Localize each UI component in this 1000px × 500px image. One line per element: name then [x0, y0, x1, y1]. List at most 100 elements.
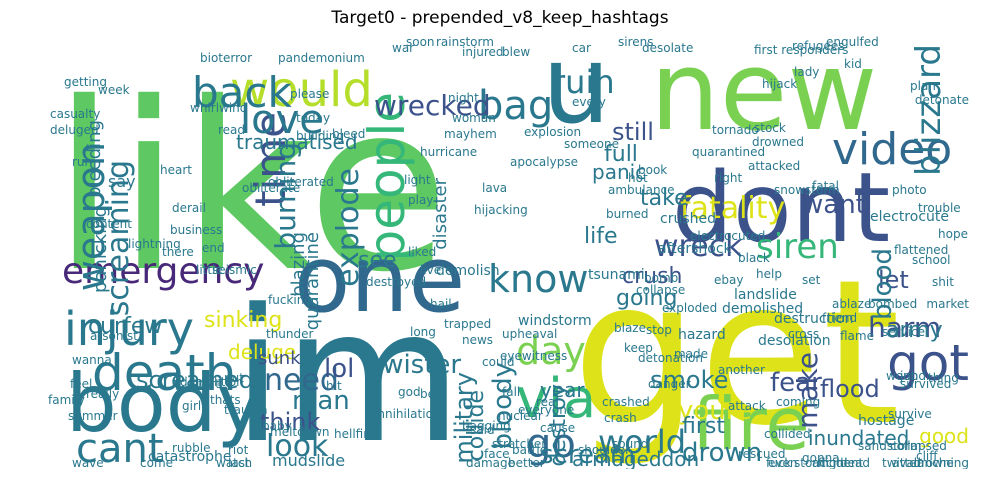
cloud-word: attack	[728, 399, 766, 413]
cloud-word: good	[919, 424, 969, 448]
cloud-word: even	[768, 456, 798, 469]
cloud-word: wreck	[654, 229, 743, 264]
cloud-word: kid	[844, 57, 862, 71]
cloud-word: hit	[326, 379, 342, 393]
cloud-word: twister	[372, 350, 462, 380]
cloud-word: wanna	[72, 353, 112, 367]
cloud-word: put	[224, 371, 244, 385]
word-cloud: like get im new dont one u body fire would back eme…	[32, 32, 969, 469]
cloud-word: get	[572, 237, 901, 469]
cloud-word: avalanche	[892, 456, 954, 469]
cloud-word: girl	[182, 399, 202, 413]
cloud-word: hazard	[678, 327, 726, 343]
cloud-word: blaze	[614, 321, 646, 335]
cloud-word: survived	[900, 377, 952, 391]
cloud-word: catastrophe	[148, 449, 232, 465]
cloud-word: thing	[928, 371, 959, 385]
cloud-word: summer	[68, 409, 118, 423]
cloud-word: help	[756, 267, 782, 281]
cloud-word: dead	[840, 456, 870, 469]
cloud-word: end	[202, 241, 225, 255]
cloud-word: every	[572, 95, 606, 109]
cloud-word: electrocuted	[690, 229, 766, 243]
cloud-word: riot	[228, 443, 249, 457]
cloud-word: night	[448, 91, 479, 105]
cloud-word: pandemonium	[278, 51, 365, 65]
cloud-word: rescued	[738, 447, 786, 461]
cloud-word: there	[162, 245, 194, 259]
cloud-word: army	[886, 318, 943, 343]
cloud-word: upheaval	[502, 327, 558, 341]
cloud-word: crashed	[602, 395, 650, 409]
cloud-word: better	[508, 456, 545, 469]
cloud-word: stock	[754, 121, 786, 135]
cloud-word: obliterated	[268, 175, 334, 189]
cloud-word: go	[526, 421, 576, 467]
cloud-word: disaster	[430, 178, 451, 250]
cloud-word: lol	[324, 354, 355, 384]
cloud-word: gonna	[802, 451, 840, 465]
cloud-word: collapsed	[890, 439, 947, 453]
cloud-word: shoulder	[578, 443, 631, 457]
cloud-word: hail	[430, 297, 452, 311]
cloud-word: cross	[788, 327, 820, 341]
cloud-word: heart	[160, 163, 192, 177]
cloud-word: day	[516, 329, 586, 373]
cloud-word: flame	[840, 329, 874, 343]
cloud-word: love	[240, 97, 324, 143]
cloud-word: deluged	[50, 123, 99, 137]
cloud-word: going	[616, 286, 678, 311]
cloud-word: casualty	[50, 107, 101, 121]
cloud-word: crushed	[660, 211, 716, 227]
cloud-word: come	[140, 456, 174, 469]
cloud-word: could	[482, 355, 515, 369]
cloud-word: everyone	[518, 403, 575, 417]
cloud-word: engulfed	[826, 35, 879, 49]
cloud-word: derail	[172, 201, 206, 215]
cloud-word: cant	[76, 426, 164, 469]
cloud-word: take	[640, 186, 688, 211]
cloud-word: quarantined	[692, 145, 766, 159]
cloud-word: best	[420, 387, 446, 401]
cloud-word: play	[408, 193, 434, 207]
cloud-word: fear	[770, 368, 822, 398]
cloud-word: trouble	[918, 201, 961, 215]
cloud-word: god	[398, 385, 421, 399]
cloud-word: landslide	[734, 287, 797, 303]
cloud-word: say	[108, 172, 136, 191]
cloud-word: fire	[692, 382, 810, 466]
cloud-word: accident	[812, 456, 864, 469]
cloud-word: think	[260, 408, 321, 436]
cloud-word: traumatised	[236, 130, 358, 154]
cloud-word: bioterror	[200, 51, 253, 65]
cloud-word: hope	[938, 227, 968, 241]
cloud-word: made	[674, 347, 709, 361]
cloud-word: trapped	[444, 317, 492, 331]
cloud-word: blew	[502, 45, 531, 59]
cloud-word: cause	[540, 421, 576, 435]
cloud-word: baby	[262, 419, 292, 433]
cloud-word: watch	[216, 456, 253, 469]
cloud-word: one	[294, 226, 466, 333]
cloud-word: rubble	[172, 441, 211, 455]
cloud-word: read	[218, 123, 246, 137]
cloud-word: liked	[408, 245, 437, 259]
cloud-word: stop	[646, 323, 672, 337]
cloud-word: new	[650, 32, 878, 155]
cloud-word: wave	[72, 456, 104, 469]
cloud-word: little	[196, 263, 223, 277]
cloud-word: collided	[764, 427, 811, 441]
cloud-word: coming	[776, 395, 821, 409]
cloud-word: detonation	[638, 351, 703, 365]
cloud-word: twitter	[882, 456, 922, 469]
cloud-word: refugees	[792, 39, 845, 53]
cloud-word: live	[420, 263, 442, 277]
cloud-word: drowning	[913, 456, 969, 469]
cloud-word: armageddon	[572, 447, 700, 469]
cloud-word: flattened	[894, 243, 949, 257]
cloud-word: face	[484, 447, 510, 461]
cloud-word: video	[832, 124, 953, 175]
cloud-word: screamed	[136, 366, 254, 394]
cloud-word: injured	[462, 45, 504, 59]
cloud-word: harm	[868, 311, 942, 344]
